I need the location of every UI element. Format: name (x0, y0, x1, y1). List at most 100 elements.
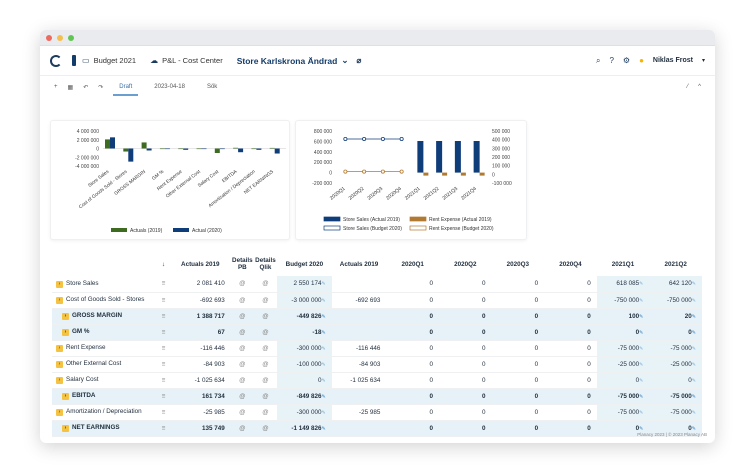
details-pb-icon[interactable]: @ (230, 324, 254, 341)
details-pb-icon[interactable]: @ (230, 276, 254, 293)
quarter-cell[interactable]: 0 (544, 372, 597, 389)
menu-icon[interactable]: ≡ (157, 324, 170, 341)
forecast-input[interactable]: -75 000✎ (649, 388, 702, 405)
quarter-cell[interactable]: 0 (544, 308, 597, 325)
sales-bar[interactable] (436, 141, 443, 173)
quarter-cell[interactable]: 0 (544, 276, 597, 293)
quarter-cell[interactable]: 0 (544, 356, 597, 373)
collapse-icon[interactable]: ^ (698, 84, 701, 90)
quarter-cell[interactable]: 0 (544, 324, 597, 341)
details-qlik-icon[interactable]: @ (253, 356, 278, 373)
quarter-cell[interactable]: 0 (386, 404, 439, 421)
details-pb-icon[interactable]: @ (230, 292, 254, 309)
expand-chevron-icon[interactable]: › (62, 393, 69, 400)
help-icon[interactable]: ? (609, 56, 614, 65)
quarter-cell[interactable]: 0 (386, 372, 439, 389)
user-menu[interactable]: Niklas Frost (652, 57, 693, 64)
quarter-cell[interactable]: 0 (438, 276, 492, 293)
expand-chevron-icon[interactable]: › (62, 329, 69, 336)
table-row[interactable]: › Store Sales ≡ 2 081 410 @ @2 550 174✎ 0 0 0 0 61… (52, 276, 702, 293)
expand-chevron-icon[interactable]: › (56, 377, 63, 384)
table-row[interactable]: › NET EARNINGS ≡ 135 749 @ @ -1 149 826✎ 0 0 0 0 0✎… (52, 420, 702, 437)
bar[interactable] (233, 147, 239, 149)
quarter-cell[interactable]: 0 (491, 276, 545, 293)
budget-2020-input[interactable]: -300 000✎ (277, 404, 332, 421)
quarter-cell[interactable]: 0 (544, 292, 597, 309)
quarter-cell[interactable]: 0 (491, 404, 545, 421)
attachment-icon[interactable]: ⌀ (356, 56, 362, 65)
expand-chevron-icon[interactable]: › (56, 280, 63, 288)
bar[interactable] (219, 148, 225, 150)
bar[interactable] (274, 148, 280, 154)
forecast-input[interactable]: 0✎ (649, 372, 702, 389)
tab-search[interactable]: Sök (206, 84, 218, 90)
forecast-input[interactable]: -75 000✎ (596, 340, 650, 357)
forecast-input[interactable]: 0✎ (596, 372, 650, 389)
bar[interactable] (110, 137, 115, 149)
expand-chevron-icon[interactable]: › (56, 297, 63, 304)
quarter-cell[interactable]: 0 (491, 372, 545, 389)
details-qlik-icon[interactable]: @ (253, 276, 278, 293)
bar[interactable] (123, 148, 129, 152)
sidebar-toggle-icon[interactable] (72, 55, 76, 66)
rent-bar[interactable] (442, 172, 448, 176)
sales-point[interactable] (380, 136, 385, 141)
forecast-input[interactable]: 0✎ (649, 324, 702, 341)
menu-icon[interactable]: ≡ (157, 388, 170, 405)
details-qlik-icon[interactable]: @ (253, 420, 278, 437)
add-icon[interactable]: + (54, 84, 58, 90)
quarter-cell[interactable]: 0 (438, 324, 492, 341)
details-qlik-icon[interactable]: @ (253, 372, 278, 389)
menu-icon[interactable]: ≡ (157, 372, 170, 389)
details-pb-icon[interactable]: @ (230, 404, 254, 421)
search-icon[interactable]: ⌕ (595, 55, 601, 65)
rent-point[interactable] (380, 169, 385, 174)
details-qlik-icon[interactable]: @ (253, 308, 278, 325)
bar[interactable] (178, 148, 184, 150)
budget-2020-input[interactable]: -1 149 826✎ (277, 420, 332, 437)
menu-icon[interactable]: ≡ (157, 276, 170, 293)
rent-point[interactable] (343, 169, 348, 174)
menu-icon[interactable]: ≡ (157, 356, 170, 373)
maximize-dot[interactable] (68, 34, 74, 41)
forecast-input[interactable]: 0✎ (649, 420, 702, 437)
caret-down-icon[interactable]: ▾ (701, 58, 705, 64)
bar[interactable] (256, 148, 262, 150)
bar[interactable] (105, 139, 110, 149)
budget-2020-input[interactable]: -100 000✎ (277, 356, 332, 373)
budget-2020-input[interactable]: -18✎ (277, 324, 332, 341)
quarter-cell[interactable]: 0 (386, 308, 439, 325)
sales-point[interactable] (399, 136, 404, 141)
quarter-cell[interactable]: 0 (544, 388, 597, 405)
quarter-cell[interactable]: 0 (386, 324, 439, 341)
expand-chevron-icon[interactable]: › (56, 345, 63, 352)
rent-point[interactable] (399, 169, 404, 174)
close-dot[interactable] (46, 34, 52, 41)
table-row[interactable]: › Other External Cost ≡ -84 903 @ @ -100 000✎ -… (52, 356, 702, 373)
bar[interactable] (183, 148, 189, 150)
quarter-cell[interactable]: 0 (544, 340, 597, 357)
forecast-input[interactable]: -750 000✎ (596, 292, 650, 309)
budget-2020-input[interactable]: -300 000✎ (277, 340, 332, 357)
quarter-cell[interactable]: 0 (438, 404, 492, 421)
app-breadcrumb[interactable]: ▭ Budget 2021 (82, 56, 137, 65)
bar[interactable] (201, 148, 207, 150)
details-qlik-icon[interactable]: @ (253, 404, 278, 421)
quarter-cell[interactable]: 0 (386, 292, 439, 309)
expand-chevron-icon[interactable]: › (56, 409, 63, 416)
sales-bar[interactable] (454, 141, 461, 173)
budget-2020-input[interactable]: -449 826✎ (277, 308, 332, 325)
sales-point[interactable] (362, 136, 367, 141)
bar[interactable] (141, 142, 147, 149)
table-row[interactable]: › Cost of Goods Sold - Stores ≡ -692 693 @ @ -… (52, 292, 702, 309)
quarter-cell[interactable]: 0 (491, 388, 545, 405)
sales-point[interactable] (343, 136, 348, 141)
expand-chevron-icon[interactable]: › (56, 361, 63, 368)
quarter-cell[interactable]: 0 (386, 388, 439, 405)
details-pb-icon[interactable]: @ (230, 308, 254, 325)
forecast-input[interactable]: 20✎ (649, 308, 702, 325)
sales-bar[interactable] (473, 141, 480, 173)
details-qlik-icon[interactable]: @ (253, 388, 278, 405)
gear-icon[interactable]: ⚙ (622, 56, 631, 65)
coins-icon[interactable]: ● (639, 56, 644, 65)
